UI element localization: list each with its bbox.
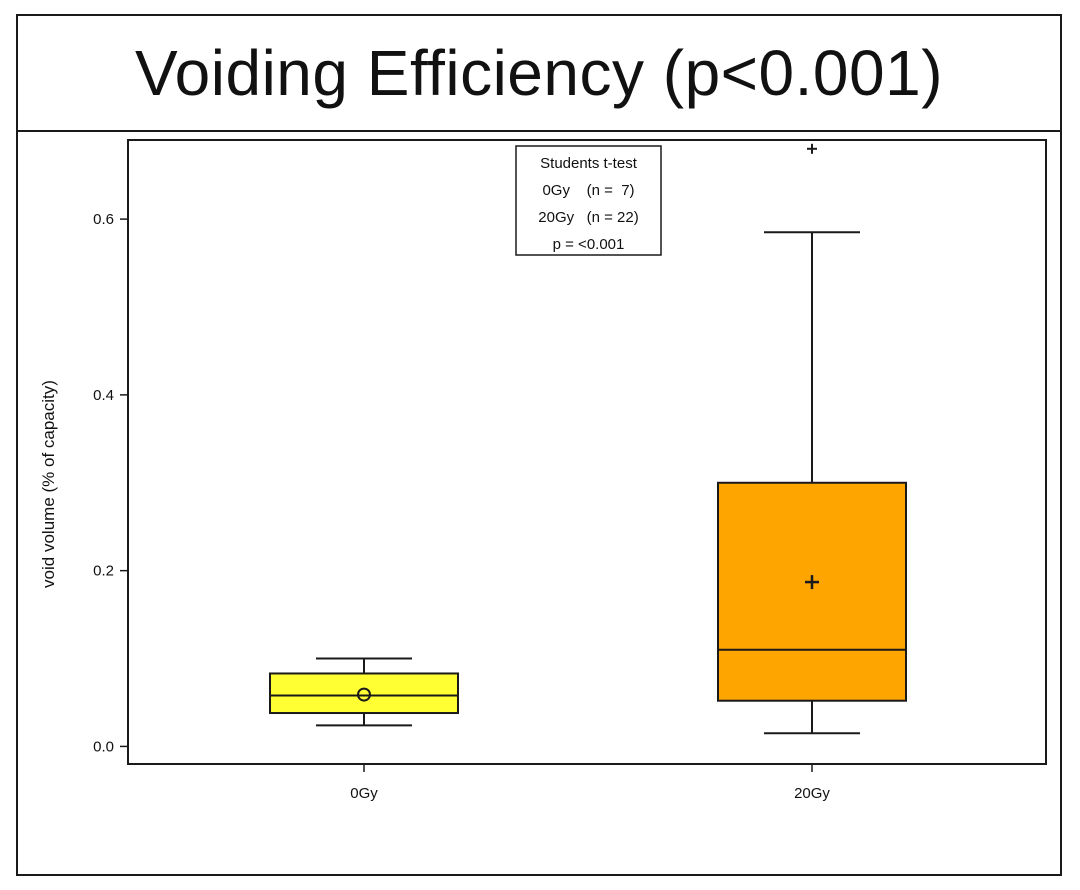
stats-legend: Students t-test 0Gy (n = 7) 20Gy (n = 22) p… <box>515 145 662 256</box>
outlier-point <box>807 143 817 154</box>
x-axis: 0Gy 20Gy <box>350 764 830 802</box>
chart-title: Voiding Efficiency (p<0.001) <box>135 37 943 109</box>
y-tick-label: 0.4 <box>93 387 114 404</box>
mean-marker <box>357 687 371 702</box>
iqr-box <box>717 481 907 702</box>
y-axis-label: void volume (% of capacity) <box>39 380 58 588</box>
y-tick-label: 0.2 <box>93 563 114 580</box>
x-tick-label: 0Gy <box>350 785 378 802</box>
plot-area <box>127 139 1047 765</box>
y-axis: 0.0 0.2 0.4 0.6 <box>93 211 128 755</box>
y-tick-label: 0.6 <box>93 211 114 228</box>
title-band: Voiding Efficiency (p<0.001) <box>18 16 1060 132</box>
legend-box <box>515 145 662 256</box>
x-tick-label: 20Gy <box>794 785 830 802</box>
boxes <box>269 143 907 735</box>
legend-line: 0Gy (n = 7) <box>542 182 634 199</box>
y-tick-label: 0.0 <box>93 738 114 755</box>
box-20Gy <box>717 143 907 735</box>
iqr-box <box>269 672 459 715</box>
box-0Gy <box>269 657 459 727</box>
mean-marker <box>805 575 819 590</box>
legend-line: 20Gy (n = 22) <box>538 209 638 226</box>
legend-line: Students t-test <box>540 155 638 172</box>
legend-line: p = <0.001 <box>553 236 625 253</box>
